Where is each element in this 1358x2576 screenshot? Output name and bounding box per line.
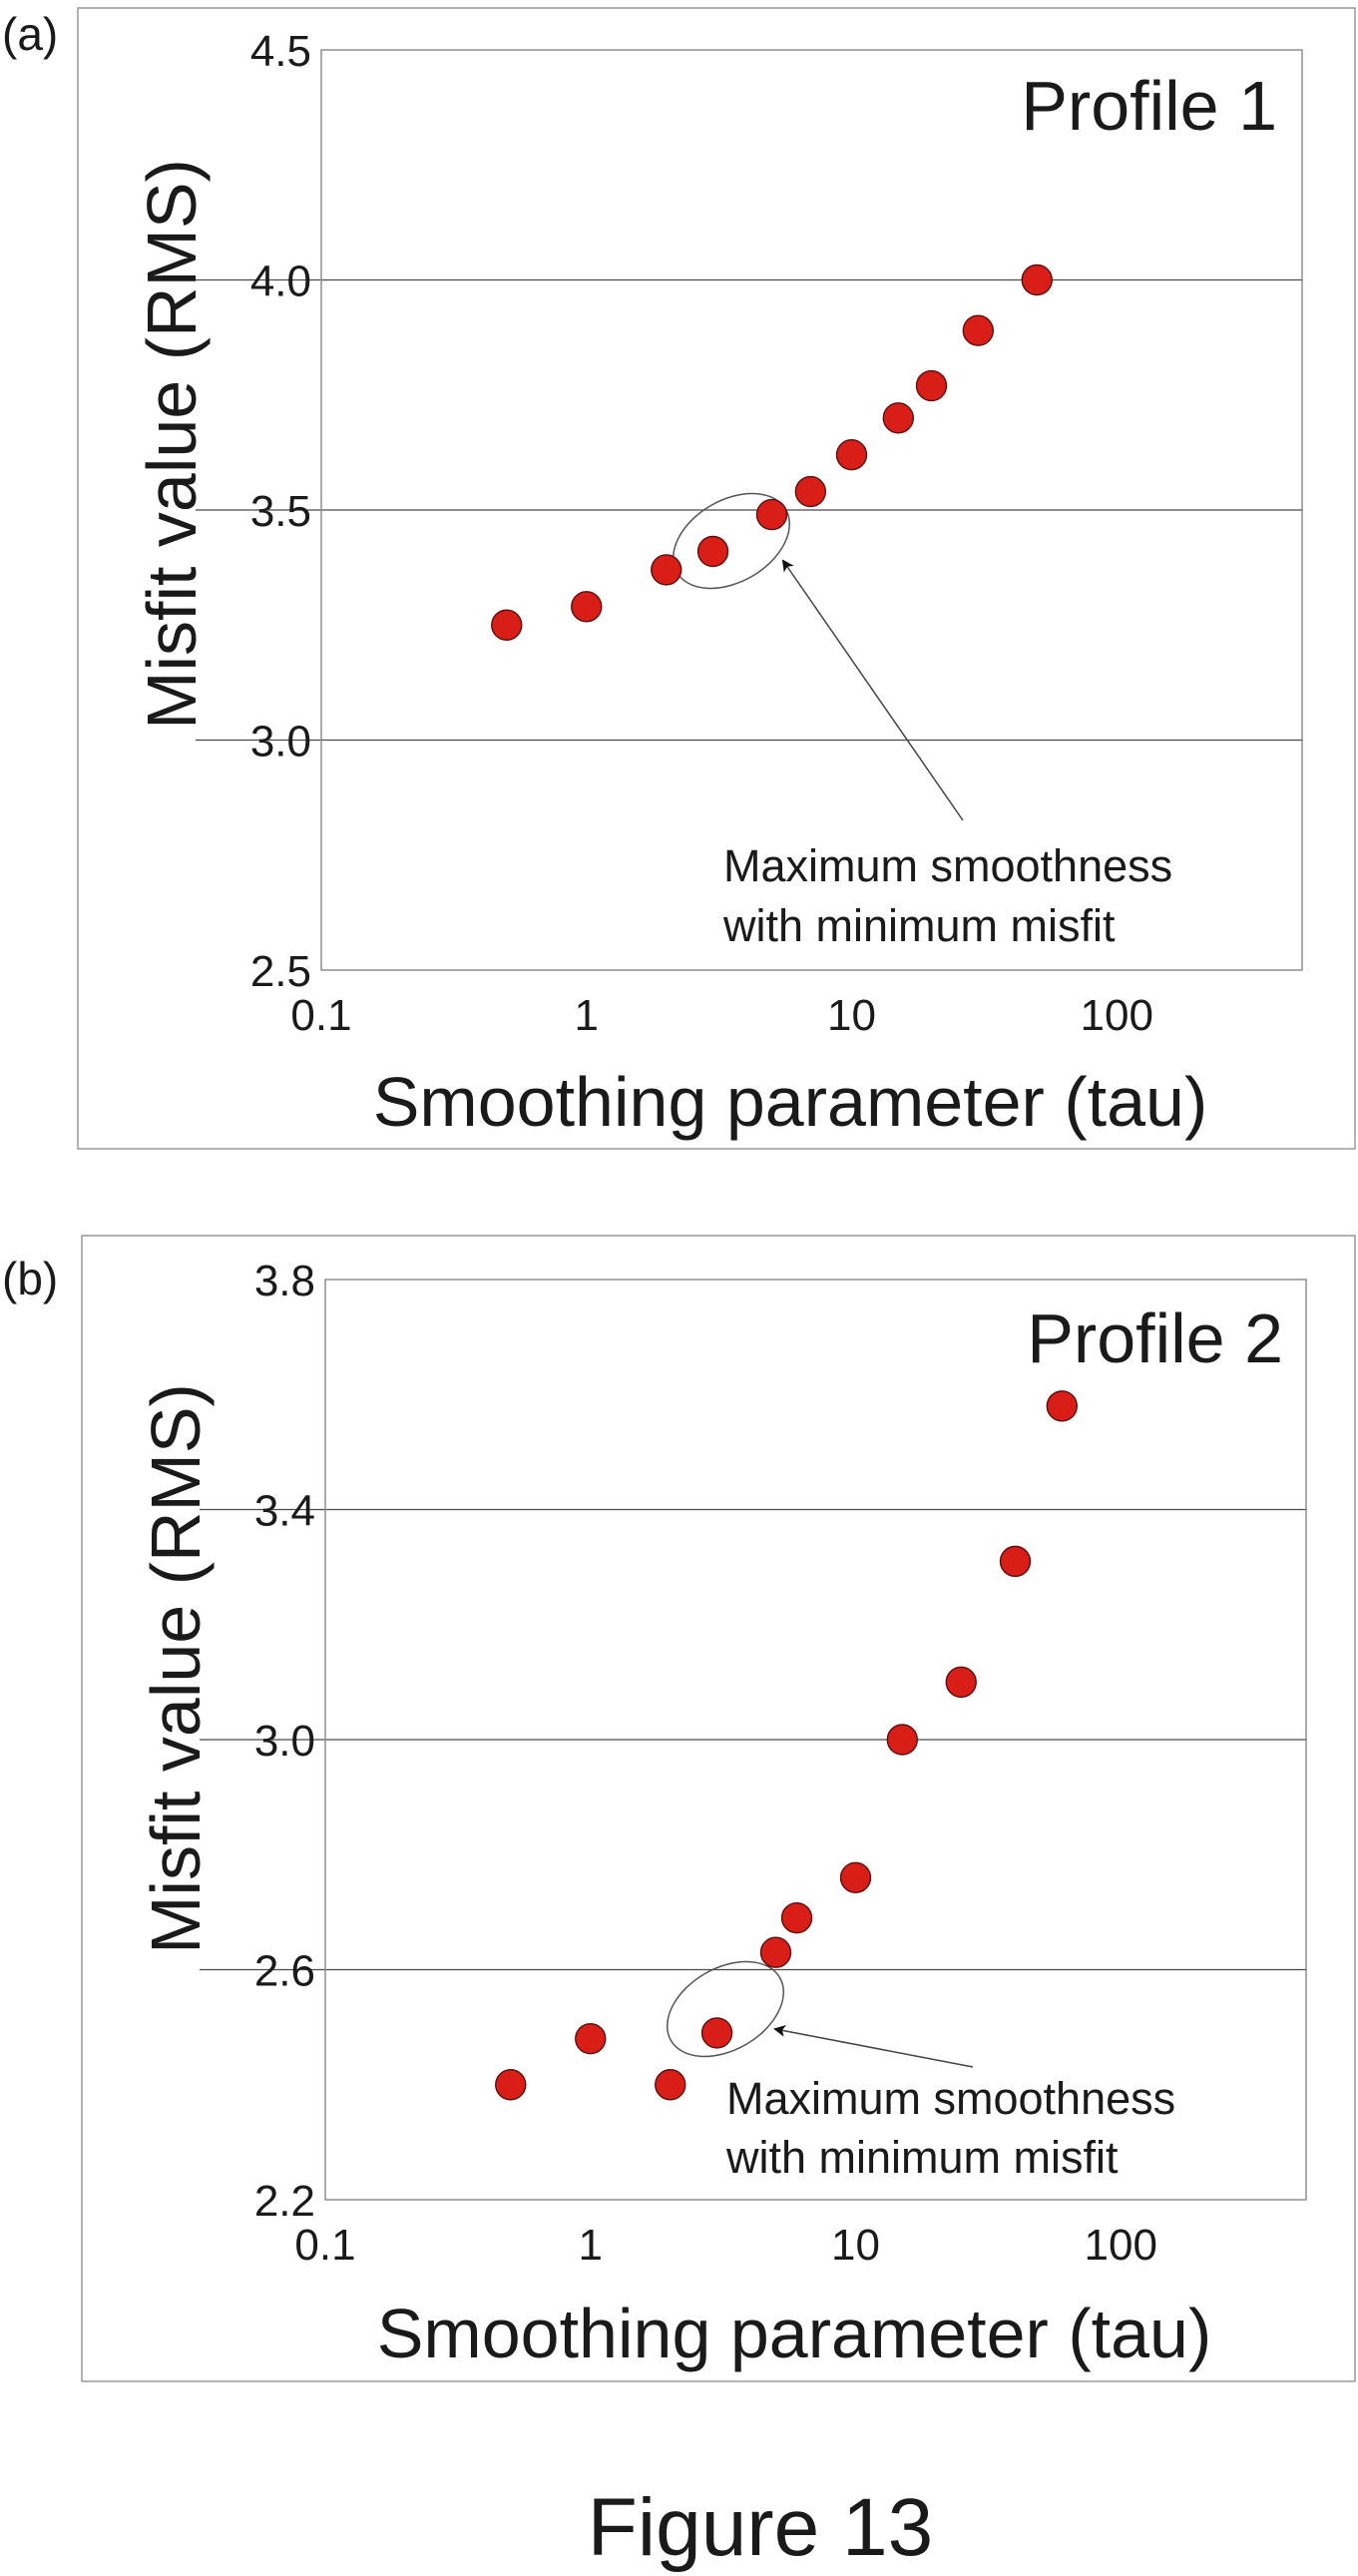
data-point xyxy=(1021,263,1053,296)
data-point xyxy=(915,369,948,402)
panel-a-points xyxy=(491,263,1053,641)
panel-a-label: (a) xyxy=(2,8,58,60)
x-tick-label: 1 xyxy=(579,2221,603,2270)
panel-b-plot-area: 2.2 2.6 3.0 3.4 3.8 0.1 1 10 100 Maximum smooth… xyxy=(200,1257,1307,2270)
panel-a-y-axis-label: Misfit value (RMS) xyxy=(133,159,211,730)
data-point xyxy=(700,2017,733,2049)
data-point xyxy=(962,314,994,346)
panel-b: (b) 2.2 2.6 3.0 3.4 3.8 0.1 1 10 100 Maximum sm… xyxy=(2,1235,1356,2382)
data-point xyxy=(491,609,523,641)
panel-b-x-axis-label: Smoothing parameter (tau) xyxy=(377,2295,1212,2372)
x-tick-label: 1 xyxy=(575,991,599,1040)
panel-b-axes-box xyxy=(324,1279,1307,2201)
data-point xyxy=(835,438,868,471)
data-point xyxy=(794,475,827,508)
data-point xyxy=(999,1545,1032,1578)
panel-a-title: Profile 1 xyxy=(1021,67,1277,145)
panel-a-annotation-arrow xyxy=(781,559,964,821)
panel-b-points xyxy=(495,1390,1078,2101)
data-point xyxy=(575,2022,607,2055)
panel-b-highlight-ellipse xyxy=(666,1960,785,2058)
panel-b-y-tick-labels: 2.2 2.6 3.0 3.4 3.8 xyxy=(254,1257,315,2226)
data-point xyxy=(839,1861,872,1894)
data-point xyxy=(780,1901,813,1934)
panel-b-title: Profile 2 xyxy=(1027,1299,1283,1377)
x-tick-label: 10 xyxy=(831,2221,880,2270)
panel-a-plot-area: 2.5 3.0 3.5 4.0 4.5 0.1 1 10 100 Maximum smooth… xyxy=(196,27,1303,1040)
panel-b-x-tick-labels: 0.1 1 10 100 xyxy=(294,2221,1157,2270)
panel-a-x-tick-labels: 0.1 1 10 100 xyxy=(290,991,1153,1040)
panel-a-gridlines xyxy=(196,278,1303,742)
panel-b-gridlines xyxy=(200,1508,1307,1971)
data-point xyxy=(886,1724,918,1756)
panel-a-annotation-line-2: with minimum misfit xyxy=(722,900,1116,951)
y-tick-label: 2.2 xyxy=(254,2177,315,2226)
y-tick-label: 2.6 xyxy=(254,1947,315,1996)
y-tick-label: 3.0 xyxy=(254,1717,315,1766)
panel-a-highlight-ellipse xyxy=(672,492,791,590)
panel-b-annotation: Maximum smoothness with minimum misfit xyxy=(666,1960,1175,2183)
data-point xyxy=(571,591,603,623)
panel-a-y-tick-labels: 2.5 3.0 3.5 4.0 4.5 xyxy=(250,27,311,996)
panel-b-annotation-line-1: Maximum smoothness xyxy=(726,2073,1175,2124)
y-tick-label: 3.0 xyxy=(250,718,311,767)
x-tick-label: 100 xyxy=(1081,991,1153,1040)
panel-a: (a) 2.5 3.0 3.5 4.0 4.5 0.1 1 10 100 Maximum sm… xyxy=(2,7,1356,1150)
y-tick-label: 3.8 xyxy=(254,1257,315,1305)
figure-caption: Figure 13 xyxy=(588,2482,933,2573)
data-point xyxy=(1046,1390,1078,1422)
panel-a-frame xyxy=(77,7,1356,1150)
data-point xyxy=(495,2069,527,2101)
data-point xyxy=(945,1666,977,1699)
panel-b-label: (b) xyxy=(2,1253,58,1304)
y-tick-label: 4.0 xyxy=(250,258,311,306)
y-tick-label: 3.4 xyxy=(254,1487,315,1536)
x-tick-label: 100 xyxy=(1085,2221,1157,2270)
panel-a-annotation: Maximum smoothness with minimum misfit xyxy=(672,492,1172,951)
data-point xyxy=(759,1936,792,1968)
data-point xyxy=(696,535,729,568)
x-tick-label: 0.1 xyxy=(290,991,351,1040)
data-point xyxy=(882,402,914,434)
panel-b-frame xyxy=(81,1235,1356,2382)
panel-a-axes-box xyxy=(320,49,1303,971)
data-point xyxy=(651,554,682,586)
x-tick-label: 0.1 xyxy=(294,2221,355,2270)
data-point xyxy=(755,498,788,531)
panel-b-annotation-arrow xyxy=(773,2024,974,2068)
panel-b-y-axis-label: Misfit value (RMS) xyxy=(137,1383,215,1954)
panel-a-x-axis-label: Smoothing parameter (tau) xyxy=(373,1063,1208,1141)
y-tick-label: 2.5 xyxy=(250,947,311,996)
x-tick-label: 10 xyxy=(827,991,876,1040)
y-tick-label: 3.5 xyxy=(250,487,311,536)
y-tick-label: 4.5 xyxy=(250,27,311,76)
data-point xyxy=(655,2069,686,2101)
panel-b-annotation-line-2: with minimum misfit xyxy=(725,2132,1119,2183)
panel-a-annotation-line-1: Maximum smoothness xyxy=(723,840,1172,891)
